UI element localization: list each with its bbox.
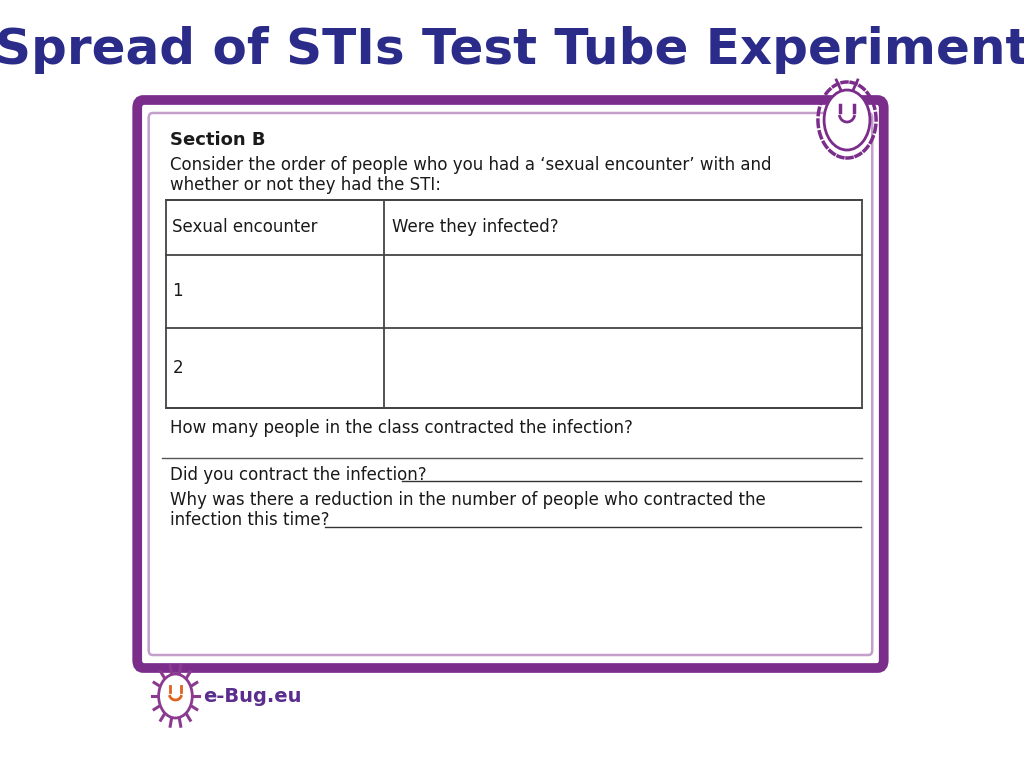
Circle shape [824, 90, 870, 150]
Circle shape [159, 674, 193, 718]
FancyBboxPatch shape [137, 100, 884, 668]
Text: infection this time?: infection this time? [170, 511, 330, 529]
Text: How many people in the class contracted the infection?: How many people in the class contracted … [170, 419, 633, 437]
Text: 2: 2 [172, 359, 183, 377]
Text: Section B: Section B [170, 131, 265, 149]
Text: Were they infected?: Were they infected? [392, 219, 558, 237]
Text: e-Bug.eu: e-Bug.eu [203, 687, 301, 706]
Text: whether or not they had the STI:: whether or not they had the STI: [170, 176, 441, 194]
Text: Did you contract the infection?: Did you contract the infection? [170, 466, 427, 484]
Text: Consider the order of people who you had a ‘sexual encounter’ with and: Consider the order of people who you had… [170, 156, 772, 174]
FancyBboxPatch shape [148, 113, 872, 655]
Bar [166, 200, 862, 408]
Text: Spread of STIs Test Tube Experiment: Spread of STIs Test Tube Experiment [0, 26, 1024, 74]
Text: Why was there a reduction in the number of people who contracted the: Why was there a reduction in the number … [170, 491, 766, 509]
Text: 1: 1 [172, 283, 183, 300]
Text: Sexual encounter: Sexual encounter [172, 219, 317, 237]
